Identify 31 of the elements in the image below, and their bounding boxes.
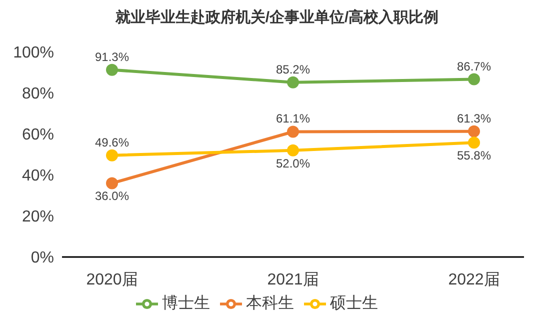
point xyxy=(106,149,118,162)
point xyxy=(468,136,480,149)
point xyxy=(468,125,480,138)
y-tick-label: 0% xyxy=(30,250,54,267)
point xyxy=(287,144,299,156)
legend-label: 硕士生 xyxy=(330,295,378,312)
point xyxy=(287,76,299,88)
data-label: 91.3% xyxy=(94,50,130,64)
data-label: 36.0% xyxy=(94,189,130,204)
data-label: 61.3% xyxy=(456,111,492,126)
chart-title: 就业毕业生赴政府机关/企事业单位/高校入职比例 xyxy=(114,8,440,28)
data-label: 49.6% xyxy=(94,135,130,150)
y-tick-label: 100% xyxy=(13,44,54,62)
data-label: 85.2% xyxy=(276,62,310,76)
y-tick-label: 80% xyxy=(22,86,54,103)
y-tick-label: 60% xyxy=(22,126,54,144)
y-tick-label: 20% xyxy=(22,208,54,226)
data-label: 86.7% xyxy=(456,59,492,74)
data-label: 61.1% xyxy=(276,112,310,126)
data-label: 55.8% xyxy=(456,148,492,163)
y-tick-label: 40% xyxy=(22,168,54,185)
x-tick-label: 2021届 xyxy=(267,271,319,288)
data-label: 52.0% xyxy=(276,156,310,170)
point xyxy=(106,177,118,190)
legend-label: 博士生 xyxy=(162,295,210,312)
point xyxy=(468,73,480,86)
point xyxy=(287,126,299,138)
legend-label: 本科生 xyxy=(246,295,294,312)
x-tick-label: 2022届 xyxy=(448,271,500,288)
x-tick-label: 2020届 xyxy=(86,271,138,288)
point xyxy=(106,64,118,76)
